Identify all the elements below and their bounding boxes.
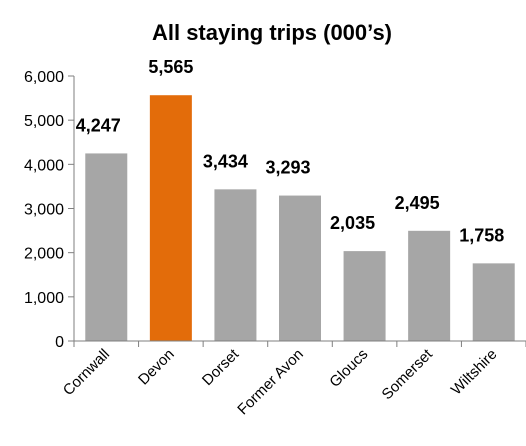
bar: [214, 189, 257, 341]
data-labels: 4,247 5,565 3,434 3,293 2,035 2,495 1,758: [76, 57, 504, 245]
data-label: 2,035: [330, 213, 375, 233]
bars: [85, 95, 515, 342]
bar: [279, 195, 321, 341]
data-label: 4,247: [76, 115, 121, 135]
x-tick-label: Former Avon: [234, 346, 307, 419]
y-tick-label: 2,000: [24, 246, 64, 263]
y-tick-label: 3,000: [24, 202, 64, 219]
bar: [149, 95, 192, 342]
x-tick-label: Somerset: [379, 345, 437, 403]
x-tick-label: Dorset: [199, 345, 243, 389]
bar: [85, 153, 128, 341]
data-label: 2,495: [395, 193, 440, 213]
x-tick-label: Wiltshire: [448, 346, 501, 399]
y-tick-label: 1,000: [24, 290, 64, 307]
y-tick-label: 6,000: [24, 69, 64, 86]
x-tick-label: Devon: [135, 346, 178, 389]
chart-title: All staying trips (000’s): [152, 20, 392, 45]
y-tick-label: 0: [55, 334, 64, 351]
x-tick-label: Cornwall: [60, 346, 113, 399]
y-axis: 0 1,000 2,000 3,000 4,000 5,000 6,000: [24, 69, 75, 351]
y-tick-label: 4,000: [24, 157, 64, 174]
bar: [408, 230, 451, 341]
x-tick-label: Gloucs: [326, 346, 371, 391]
bar: [343, 251, 386, 341]
bar: [472, 263, 515, 341]
data-label: 3,434: [203, 151, 248, 171]
data-label: 3,293: [265, 158, 310, 178]
data-label: 5,565: [148, 57, 193, 77]
data-label: 1,758: [459, 225, 504, 245]
y-tick-label: 5,000: [24, 113, 64, 130]
